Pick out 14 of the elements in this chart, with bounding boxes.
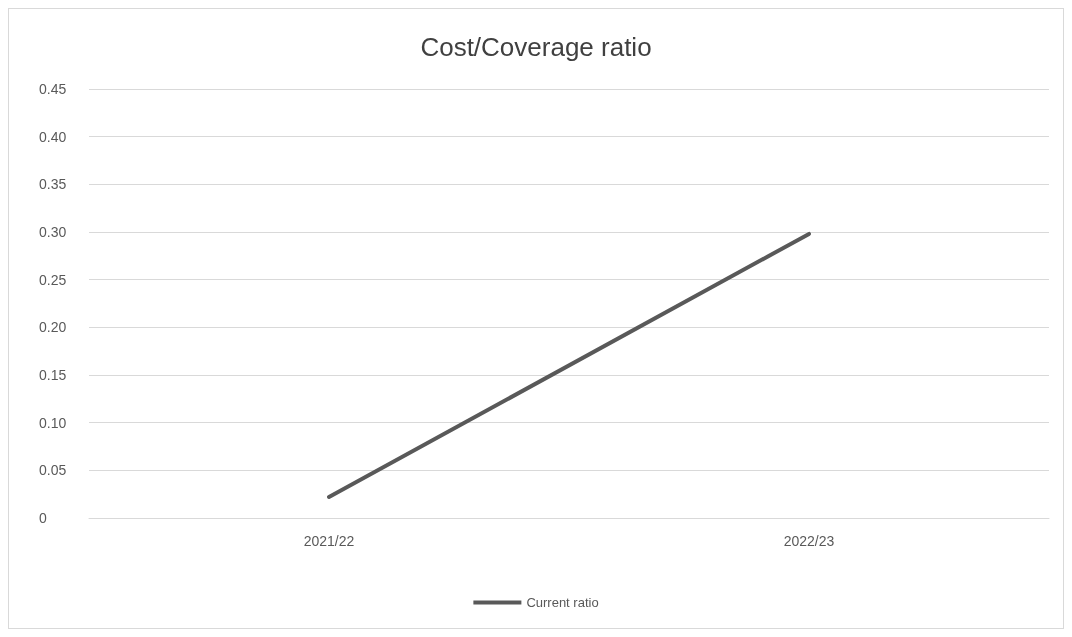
y-tick-label: 0 <box>39 510 47 526</box>
y-tick-label: 0.05 <box>39 462 67 479</box>
y-tick-label: 0.35 <box>39 176 67 193</box>
y-tick-label: 0.20 <box>39 319 67 336</box>
y-tick-label: 0.45 <box>39 81 67 97</box>
y-tick-label: 0.30 <box>39 224 67 240</box>
x-tick-label: 2022/23 <box>783 533 835 549</box>
y-tick-label: 0.15 <box>39 367 67 383</box>
chart-title: Cost/Coverage ratio <box>420 32 652 62</box>
y-tick-label: 0.10 <box>39 414 67 431</box>
y-tick-label: 0.25 <box>39 271 67 288</box>
y-tick-label: 0.40 <box>39 128 67 145</box>
x-tick-label: 2021/22 <box>303 533 355 549</box>
legend-label: Current ratio <box>526 595 599 610</box>
